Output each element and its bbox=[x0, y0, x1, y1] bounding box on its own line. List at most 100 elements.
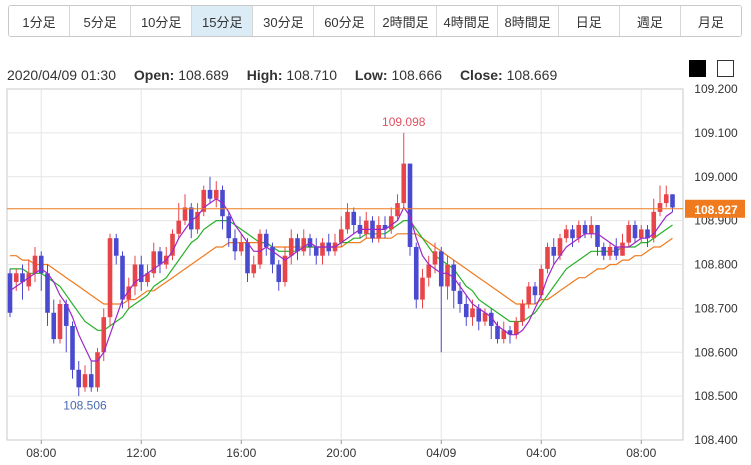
candle-body bbox=[570, 229, 575, 239]
candle-body bbox=[276, 264, 282, 283]
y-tick-label: 108.500 bbox=[694, 389, 738, 403]
candle-body bbox=[470, 308, 475, 318]
candle-body bbox=[126, 286, 132, 300]
candle-body bbox=[320, 242, 325, 256]
candle-body bbox=[295, 238, 300, 252]
candle-body bbox=[176, 220, 182, 234]
candle-body bbox=[345, 211, 350, 230]
x-tick-label: 08:00 bbox=[626, 446, 656, 460]
candle-body bbox=[95, 352, 100, 388]
timeframe-tab[interactable]: 60分足 bbox=[314, 6, 376, 36]
timeframe-tab[interactable]: 1分足 bbox=[9, 6, 71, 36]
candle-body bbox=[151, 251, 157, 274]
candle-body bbox=[376, 225, 382, 239]
candle-body bbox=[488, 312, 494, 326]
candle-body bbox=[7, 273, 13, 313]
x-tick-label: 08:00 bbox=[26, 446, 56, 460]
candle-body bbox=[582, 225, 588, 234]
current-price-badge bbox=[685, 199, 745, 218]
current-price-label: 108.927 bbox=[694, 203, 738, 217]
ohlc-datetime: 2020/04/09 01:30 bbox=[7, 67, 116, 83]
timeframe-tab[interactable]: 週足 bbox=[619, 6, 681, 36]
candle-body bbox=[651, 211, 657, 239]
x-tick-label: 16:00 bbox=[226, 446, 256, 460]
candle-body bbox=[513, 321, 519, 335]
candle-body bbox=[13, 273, 19, 283]
timeframe-tab[interactable]: 8時間足 bbox=[497, 6, 559, 36]
timeframe-tab[interactable]: 日足 bbox=[558, 6, 620, 36]
candle-body bbox=[482, 312, 488, 322]
candle-body bbox=[145, 273, 150, 283]
candle-body bbox=[401, 163, 407, 204]
candle-body bbox=[132, 264, 138, 287]
candle-body bbox=[495, 325, 500, 340]
candle-body bbox=[445, 264, 450, 287]
price-annotation: 108.506 bbox=[63, 398, 107, 412]
low-value: 108.666 bbox=[391, 67, 443, 83]
timeframe-tab[interactable]: 10分足 bbox=[131, 6, 193, 36]
candle-body bbox=[157, 251, 163, 265]
candle-body bbox=[426, 264, 432, 278]
candle-body bbox=[595, 225, 600, 247]
candle-body bbox=[388, 216, 394, 230]
candle-body bbox=[351, 211, 357, 226]
timeframe-tabs: 1分足 5分足 10分足 15分足 30分足 60分足 2時間足 4時間足 8時間足 日足 週足 月足 bbox=[8, 5, 742, 37]
candle-body bbox=[645, 229, 650, 239]
y-tick-label: 109.000 bbox=[694, 170, 738, 184]
candle-body bbox=[526, 286, 532, 304]
candle-body bbox=[182, 207, 188, 221]
candle-body bbox=[226, 216, 232, 239]
ohlc-readout: 2020/04/09 01:30 Open: 108.689 High: 108… bbox=[7, 67, 557, 83]
candle-body bbox=[45, 273, 50, 313]
candle-body bbox=[563, 229, 569, 239]
candle-body bbox=[338, 229, 344, 243]
candle-body bbox=[576, 225, 582, 239]
candle-body bbox=[107, 238, 113, 318]
candle-body bbox=[413, 246, 419, 300]
timeframe-tab[interactable]: 15分足 bbox=[192, 6, 254, 36]
timeframe-tab[interactable]: 月足 bbox=[680, 6, 741, 36]
candle-body bbox=[632, 225, 638, 239]
x-tick-label: 20:00 bbox=[326, 446, 356, 460]
candle-body bbox=[432, 251, 438, 265]
timeframe-tab[interactable]: 2時間足 bbox=[375, 6, 437, 36]
x-tick-label: 04:00 bbox=[526, 446, 556, 460]
candle-body bbox=[532, 286, 538, 296]
light-theme-button[interactable] bbox=[717, 60, 734, 77]
candle-body bbox=[363, 220, 369, 234]
candle-body bbox=[607, 246, 613, 256]
timeframe-tab[interactable]: 4時間足 bbox=[436, 6, 498, 36]
candle-body bbox=[313, 246, 319, 256]
open-label: Open: bbox=[133, 67, 175, 83]
moving-average-short bbox=[9, 197, 673, 362]
candle-body bbox=[257, 233, 263, 265]
candle-body bbox=[263, 233, 269, 247]
y-tick-label: 109.200 bbox=[694, 82, 738, 96]
candle-body bbox=[201, 189, 207, 212]
candle-body bbox=[38, 255, 44, 274]
candle-body bbox=[195, 211, 200, 230]
candle-body bbox=[420, 277, 425, 300]
candle-body bbox=[545, 246, 550, 269]
candle-body bbox=[538, 268, 544, 296]
y-tick-label: 108.800 bbox=[694, 258, 738, 272]
timeframe-tab[interactable]: 30分足 bbox=[253, 6, 315, 36]
candle-body bbox=[501, 330, 507, 340]
dark-theme-button[interactable] bbox=[689, 60, 706, 77]
candle-body bbox=[588, 225, 594, 234]
candle-body bbox=[138, 264, 144, 283]
y-tick-label: 108.700 bbox=[694, 301, 738, 315]
candle-body bbox=[245, 242, 250, 274]
timeframe-tab[interactable]: 5分足 bbox=[70, 6, 132, 36]
open-value: 108.689 bbox=[178, 67, 229, 83]
high-value: 108.710 bbox=[286, 67, 337, 83]
candle-body bbox=[113, 238, 119, 256]
candle-body bbox=[238, 242, 244, 252]
candle-body bbox=[188, 207, 194, 230]
candle-body bbox=[170, 233, 175, 256]
candle-body bbox=[382, 225, 388, 230]
candle-body bbox=[457, 290, 463, 304]
candle-body bbox=[613, 246, 619, 256]
candle-body bbox=[638, 229, 644, 239]
